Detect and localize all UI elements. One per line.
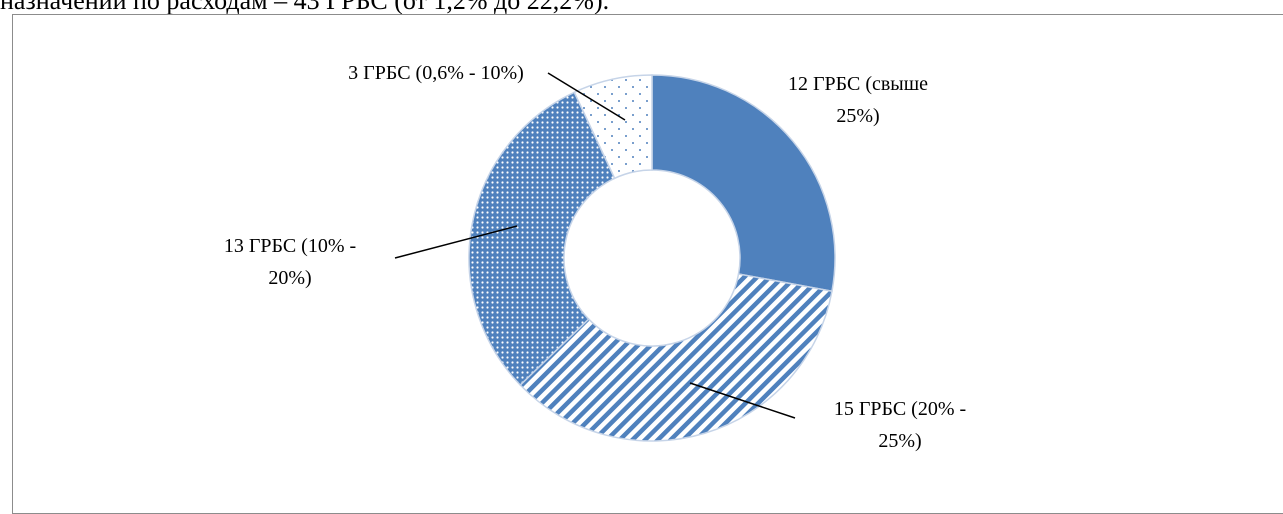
data-label: 3 ГРБС (0,6% - 10%) bbox=[348, 62, 524, 84]
leader-line bbox=[394, 225, 518, 259]
data-label: 12 ГРБС (свыше 25%) bbox=[787, 73, 929, 127]
donut-segment bbox=[519, 273, 833, 442]
context-text: назначений по расходам – 43 ГРБС (от 1,2… bbox=[0, 0, 610, 15]
chart bbox=[394, 72, 836, 442]
donut-segment bbox=[468, 91, 616, 387]
data-label: 15 ГРБС (20% - 25%) bbox=[833, 398, 967, 452]
leader-line bbox=[547, 72, 626, 121]
leader-line bbox=[689, 382, 796, 419]
donut-segment bbox=[651, 74, 836, 293]
data-label: 13 ГРБС (10% - 20%) bbox=[223, 235, 357, 289]
